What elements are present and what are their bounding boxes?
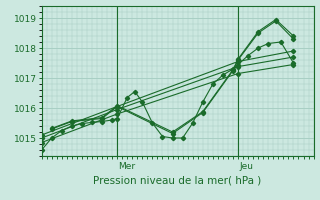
X-axis label: Pression niveau de la mer( hPa ): Pression niveau de la mer( hPa ): [93, 175, 262, 185]
Text: Jeu: Jeu: [239, 162, 253, 171]
Text: Mer: Mer: [118, 162, 136, 171]
